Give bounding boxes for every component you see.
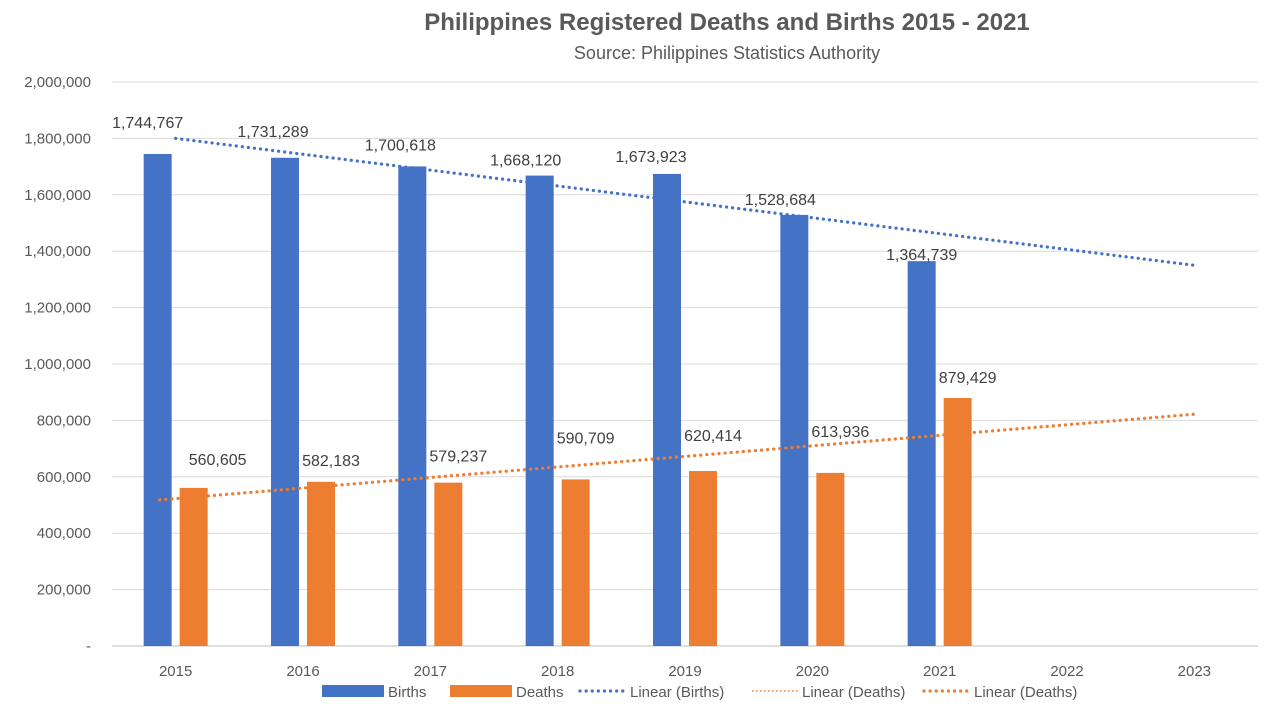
y-tick-label: 2,000,000: [24, 74, 91, 91]
x-axis-tick-labels: 2015 2016 2017 2018 2019 2020 2021 2022 2023: [159, 663, 1211, 680]
legend: Births Deaths Linear (Births) Linear (Death…: [322, 684, 1077, 701]
trendlines: [158, 136, 1196, 502]
births-data-label: 1,668,120: [490, 153, 561, 170]
y-tick-label: 1,400,000: [24, 243, 91, 260]
x-tick-label: 2017: [414, 663, 447, 680]
trendline-births: [174, 136, 1196, 267]
y-tick-label: -: [86, 638, 91, 655]
legend-label: Linear (Deaths): [974, 684, 1077, 701]
x-tick-label: 2019: [668, 663, 701, 680]
x-tick-label: 2023: [1178, 663, 1211, 680]
deaths-data-label: 590,709: [557, 430, 615, 447]
legend-label: Linear (Births): [630, 684, 724, 701]
deaths-data-label: 582,183: [302, 453, 360, 470]
legend-swatch-deaths: [450, 685, 512, 697]
legend-label: Linear (Deaths): [802, 684, 905, 701]
births-data-label: 1,731,289: [237, 124, 308, 141]
gridlines: [112, 81, 1258, 647]
data-labels: 1,744,767 1,731,289 1,700,618 1,668,120 1,67…: [112, 115, 997, 470]
births-bar-2021: [907, 261, 936, 646]
y-tick-label: 800,000: [37, 412, 91, 429]
y-tick-label: 1,600,000: [24, 187, 91, 204]
x-tick-label: 2016: [286, 663, 319, 680]
legend-swatch-births: [322, 685, 384, 697]
deaths-bar-2020: [816, 472, 845, 646]
deaths-data-label: 879,429: [939, 370, 997, 387]
x-tick-label: 2020: [796, 663, 829, 680]
y-tick-label: 1,000,000: [24, 356, 91, 373]
births-bar-2016: [271, 157, 299, 647]
births-bar-2018: [525, 175, 554, 647]
deaths-bar-2016: [307, 481, 335, 646]
deaths-data-label: 613,936: [811, 424, 869, 441]
bars: [143, 153, 972, 647]
births-data-label: 1,364,739: [886, 247, 957, 264]
births-data-label: 1,673,923: [615, 149, 686, 166]
births-data-label: 1,528,684: [745, 192, 816, 209]
births-bar-2020: [780, 214, 809, 646]
deaths-bar-2018: [561, 479, 590, 646]
x-tick-label: 2021: [923, 663, 956, 680]
y-tick-label: 600,000: [37, 469, 91, 486]
y-tick-label: 200,000: [37, 582, 91, 599]
deaths-bar-2015: [179, 487, 208, 646]
y-tick-label: 400,000: [37, 525, 91, 542]
deaths-bar-2021: [943, 398, 972, 646]
deaths-data-label: 560,605: [189, 452, 247, 469]
chart-subtitle: Source: Philippines Statistics Authority: [574, 43, 880, 63]
legend-label: Births: [388, 684, 426, 701]
y-tick-label: 1,800,000: [24, 130, 91, 147]
births-data-label: 1,744,767: [112, 115, 183, 132]
deaths-bar-2019: [689, 471, 717, 646]
chart-title: Philippines Registered Deaths and Births…: [424, 9, 1030, 36]
deaths-data-label: 579,237: [429, 449, 487, 466]
births-bar-2015: [143, 153, 172, 646]
births-data-label: 1,700,618: [365, 137, 436, 154]
births-bar-2017: [398, 166, 427, 646]
y-axis-tick-labels: - 200,000 400,000 600,000 800,000 1,000,000 1,…: [24, 74, 91, 655]
deaths-bar-2017: [434, 482, 463, 646]
x-tick-label: 2022: [1050, 663, 1083, 680]
legend-label: Deaths: [516, 684, 564, 701]
y-tick-label: 1,200,000: [24, 300, 91, 317]
deaths-data-label: 620,414: [684, 428, 742, 445]
x-tick-label: 2018: [541, 663, 574, 680]
births-bar-2019: [653, 173, 681, 646]
x-tick-label: 2015: [159, 663, 192, 680]
trendline-deaths: [158, 412, 1196, 502]
